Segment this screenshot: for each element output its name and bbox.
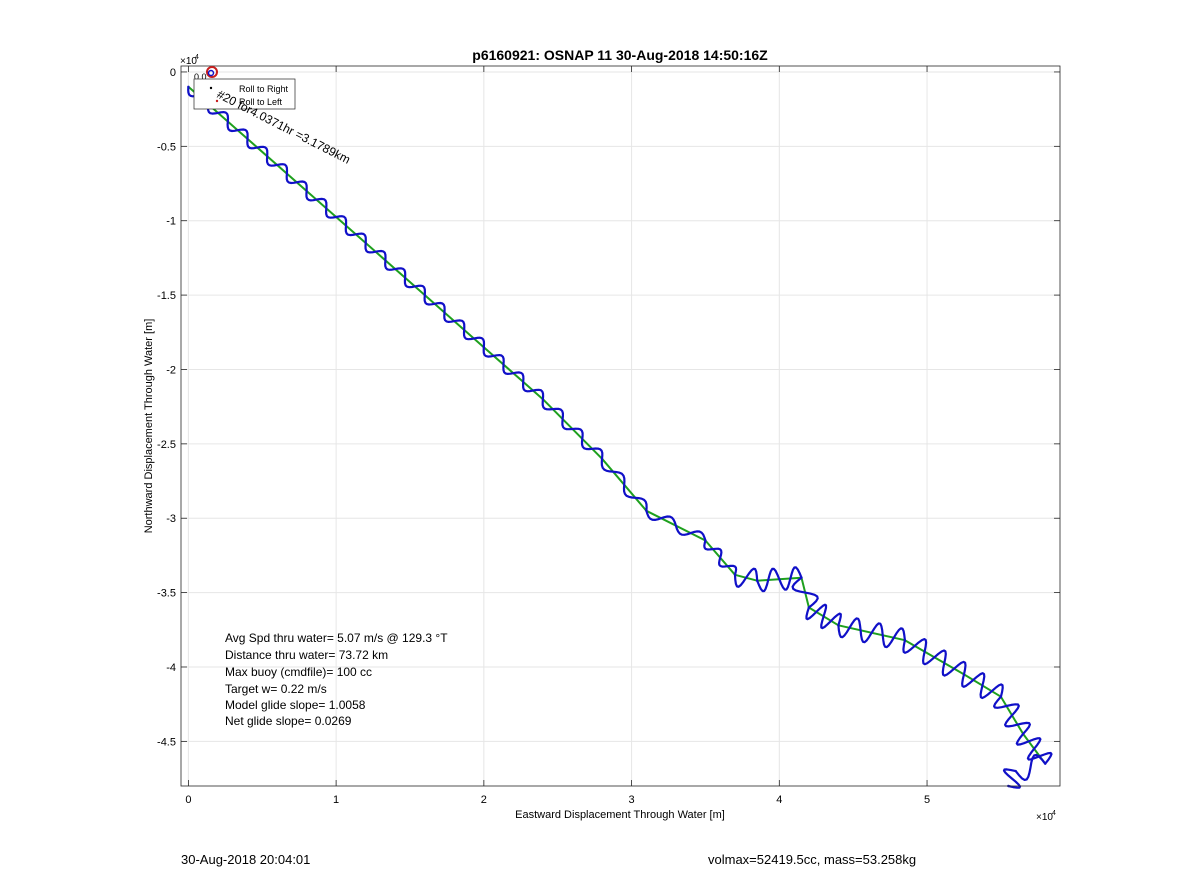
plot-frame: [180, 65, 1061, 787]
chart-title: p6160921: OSNAP 11 30-Aug-2018 14:50:16Z: [472, 47, 768, 63]
stat-net-glide: Net glide slope= 0.0269: [225, 714, 352, 728]
footer-timestamp: 30-Aug-2018 20:04:01: [181, 852, 311, 867]
x-tick-label: 3: [629, 794, 635, 806]
y-tick-label: -4: [166, 662, 176, 674]
dive-track-point: [1014, 769, 1017, 773]
stat-max-buoy: Max buoy (cmdfile)= 100 cc: [225, 665, 372, 679]
ticks: 0 1 2 3 4 5 0 -0.5 -1 -1.5 -2 -2.5 -3 -3.5 -4 -4.5: [157, 66, 1060, 806]
y-tick-label: -1: [166, 216, 176, 228]
y-tick-label: -0.5: [157, 141, 176, 153]
y-tick-label: -3.5: [157, 588, 176, 600]
y-tick-label: -2.5: [157, 439, 176, 451]
dive-track-point: [837, 624, 840, 627]
dive-track-point: [482, 345, 486, 349]
legend: Roll to Right Roll to Left: [193, 78, 296, 110]
start-marker-inner: [207, 69, 215, 77]
dive-track-line: [187, 86, 1053, 789]
x-tick-label: 0: [185, 794, 191, 806]
dive-track-point: [246, 137, 249, 141]
y-tick-label: -2: [166, 364, 176, 376]
stat-target-w: Target w= 0.22 m/s: [225, 682, 327, 696]
dive-track-point: [755, 579, 759, 582]
start-marker-circle: [206, 66, 218, 78]
grid: [181, 66, 1060, 786]
start-label-0: 0.0: [194, 72, 207, 82]
dive-track-point: [999, 695, 1003, 698]
stat-avg-speed: Avg Spd thru water= 5.07 m/s @ 129.3 °T: [225, 631, 448, 645]
x-tick-label: 4: [776, 794, 782, 806]
dive-track-point: [962, 673, 966, 676]
dive-track-point: [800, 576, 803, 579]
dive-track-point: [541, 398, 545, 401]
y-tick-label: 0: [170, 67, 176, 79]
dive-track-point: [807, 606, 811, 609]
y-multiplier-exp: 4: [195, 54, 199, 61]
y-tick-label: -1.5: [157, 290, 176, 302]
y-tick-label: -4.5: [157, 736, 176, 748]
plot-background: [181, 66, 1060, 786]
legend-marker-right: [209, 86, 213, 90]
x-tick-label: 1: [333, 794, 339, 806]
footer-volume-mass: volmax=52419.5cc, mass=53.258kg: [708, 852, 917, 867]
dive-track-point: [645, 509, 648, 512]
dive-track-point: [187, 85, 190, 89]
dive-track-point: [1021, 732, 1025, 736]
dive-track-point: [1044, 762, 1047, 765]
dive-track-point: [733, 573, 737, 576]
data-layer: [187, 85, 1053, 789]
dive-track-point: [364, 241, 367, 245]
legend-entry-roll-left: Roll to Left: [239, 97, 283, 107]
plot-area: 0 1 2 3 4 5 0 -0.5 -1 -1.5 -2 -2.5 -3 -3.5 -4 -4.5: [157, 65, 1061, 806]
x-multiplier-exp: 4: [1052, 810, 1056, 817]
stat-distance: Distance thru water= 73.72 km: [225, 648, 388, 662]
x-tick-label: 5: [924, 794, 930, 806]
x-multiplier-base: ×10: [1036, 812, 1053, 823]
y-tick-label: -3: [166, 513, 176, 525]
dive-track-point: [903, 639, 907, 642]
x-multiplier: ×10 4: [1036, 810, 1056, 823]
stat-model-glide: Model glide slope= 1.0058: [225, 698, 366, 712]
legend-entry-roll-right: Roll to Right: [239, 84, 289, 94]
dive-track-point: [423, 293, 426, 297]
dive-track-point: [704, 539, 707, 542]
x-axis-label: Eastward Displacement Through Water [m]: [515, 809, 725, 821]
stats-block: Avg Spd thru water= 5.07 m/s @ 129.3 °T …: [225, 631, 448, 728]
y-multiplier: ×10 4: [180, 54, 199, 67]
y-multiplier-base: ×10: [180, 56, 197, 67]
dive-track-point: [600, 457, 604, 460]
legend-box: [193, 78, 296, 110]
legend-marker-left: [215, 99, 219, 103]
dive-track-point: [305, 189, 308, 193]
y-axis-label: Northward Displacement Through Water [m]: [143, 319, 155, 534]
x-tick-label: 2: [481, 794, 487, 806]
